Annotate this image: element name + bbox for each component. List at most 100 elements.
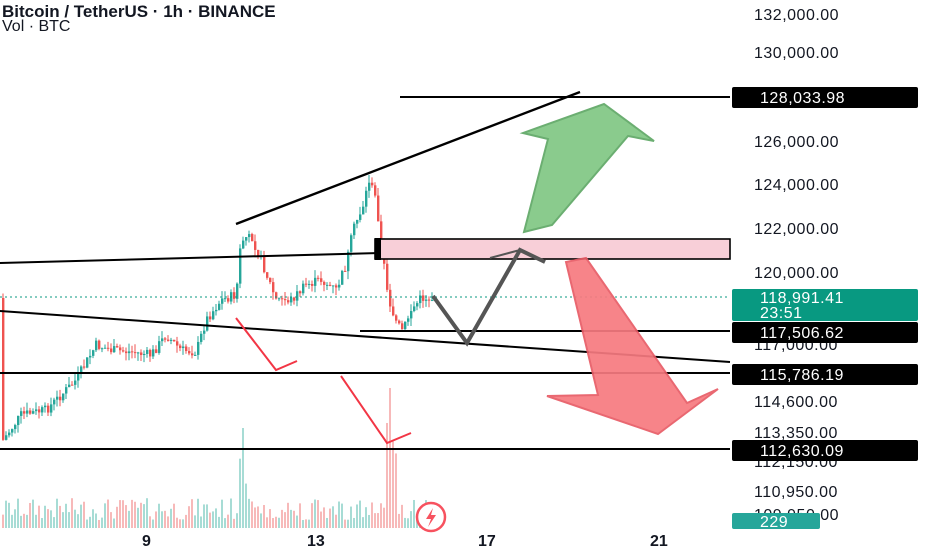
volume-bar	[29, 502, 31, 528]
price-tick: 110,950.00	[754, 484, 838, 501]
volume-bar	[83, 501, 85, 528]
candle-body	[425, 299, 428, 301]
price-tick: 122,000.00	[754, 221, 839, 238]
volume-bar	[275, 516, 277, 528]
volume-bar	[335, 514, 337, 528]
time-tick: 13	[307, 533, 325, 550]
volume-badge[interactable]: 229	[732, 513, 820, 531]
candle-body	[221, 298, 224, 304]
candle-body	[269, 277, 272, 283]
volume-bar	[284, 512, 286, 528]
volume-bar	[161, 511, 163, 528]
candle-body	[293, 297, 296, 301]
candle-body	[419, 295, 422, 304]
volume-bar	[245, 483, 247, 528]
candle-body	[140, 352, 143, 356]
candle-body	[182, 346, 185, 349]
price-tick: 113,350.00	[754, 425, 838, 442]
volume-bar	[143, 504, 145, 528]
candle-body	[398, 320, 401, 324]
candle-body	[317, 277, 320, 279]
volume-bar	[206, 504, 208, 528]
level-badge-128033[interactable]: 128,033.98	[732, 87, 918, 108]
volume-bar	[359, 500, 361, 528]
volume-bar	[287, 502, 289, 528]
volume-bar	[35, 514, 37, 528]
candle-body	[152, 349, 155, 357]
volume-bar	[323, 507, 325, 528]
volume-bar	[296, 515, 298, 528]
volume-bar	[368, 514, 370, 528]
volume-bar	[2, 514, 4, 528]
candle-body	[35, 409, 38, 412]
volume-bar	[290, 509, 292, 528]
volume-bar	[68, 512, 70, 528]
candle-body	[185, 346, 188, 352]
level-badge-112630[interactable]: 112,630.09	[732, 440, 918, 461]
volume-bar	[170, 508, 172, 528]
volume-bar	[257, 506, 259, 528]
candle-body	[215, 309, 218, 312]
candle-body	[176, 341, 179, 346]
time-scale[interactable]: 9 13 17 21	[142, 533, 668, 550]
candle-body	[143, 353, 146, 356]
volume-bar	[101, 517, 103, 528]
volume-bar	[5, 500, 7, 528]
candle-body	[263, 255, 266, 273]
candle-body	[314, 277, 317, 286]
volume-bar	[50, 510, 52, 528]
volume-bar	[8, 502, 10, 528]
candle-body	[362, 206, 365, 215]
candle-body	[278, 298, 281, 300]
volume-bar	[263, 505, 265, 528]
candle-body	[101, 348, 104, 350]
volume-bar	[113, 518, 115, 528]
candle-body	[410, 311, 413, 319]
chart-subtitle: Vol · BTC	[2, 18, 71, 35]
candle-body	[68, 384, 71, 388]
level-badge-115786[interactable]: 115,786.19	[732, 364, 918, 385]
volume-bar	[182, 519, 184, 528]
volume-bar	[167, 516, 169, 528]
candle-body	[110, 348, 113, 353]
volume-bar	[191, 499, 193, 528]
lightning-icon[interactable]	[415, 501, 447, 533]
candle-body	[275, 292, 278, 299]
volume-bar	[344, 519, 346, 528]
volume-bar	[221, 499, 223, 528]
mid-trendline	[0, 252, 381, 264]
volume-bar	[152, 519, 154, 528]
candle-body	[224, 298, 227, 300]
volume-bar	[149, 516, 151, 528]
volume-bar	[338, 501, 340, 528]
volume-bar	[347, 519, 349, 528]
volume-bar	[23, 513, 25, 528]
volume-bar	[356, 504, 358, 528]
level-badge-117506[interactable]: 117,506.62	[732, 322, 918, 343]
volume-bar	[248, 498, 250, 528]
candle-body	[329, 284, 332, 286]
volume-bar	[410, 511, 412, 528]
volume-bar	[56, 498, 58, 528]
candle-body	[107, 347, 110, 349]
volume-bar	[413, 499, 415, 528]
green-up-arrow-icon	[519, 102, 655, 234]
candle-body	[92, 350, 95, 356]
candle-body	[371, 182, 374, 186]
volume-bar	[371, 502, 373, 528]
candle-body	[200, 333, 203, 342]
candle-body	[128, 351, 131, 354]
volume-bar	[395, 453, 397, 528]
volume-bar	[203, 504, 205, 528]
candle-body	[161, 338, 164, 342]
current-price-badge[interactable]: 118,991.41 23:51	[732, 289, 918, 322]
volume-bar	[38, 505, 40, 528]
candle-body	[416, 303, 419, 307]
candle-body	[326, 284, 329, 286]
volume-bar	[20, 515, 22, 528]
candle-body	[227, 298, 230, 302]
candle-body	[188, 351, 191, 354]
time-tick: 21	[650, 533, 668, 550]
